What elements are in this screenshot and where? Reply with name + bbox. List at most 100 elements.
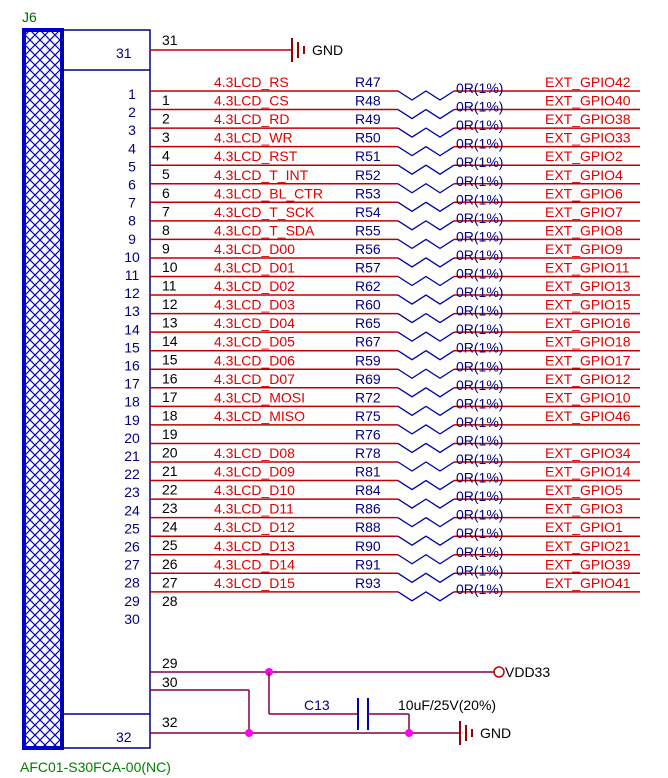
resistor-ref: R75 bbox=[355, 408, 381, 424]
net-label: 4.3LCD_MOSI bbox=[214, 389, 305, 405]
connector-left-pin-number: 19 bbox=[124, 412, 140, 428]
gpio-label: EXT_GPIO7 bbox=[545, 204, 623, 220]
resistor-ref: R49 bbox=[355, 111, 381, 127]
gpio-label: EXT_GPIO15 bbox=[545, 297, 631, 313]
resistor-ref: R54 bbox=[355, 204, 381, 220]
pin-number: 14 bbox=[162, 333, 178, 349]
pin-number: 10 bbox=[162, 259, 178, 275]
gpio-label: EXT_GPIO11 bbox=[545, 260, 630, 276]
net-label: 4.3LCD_D02 bbox=[214, 278, 295, 294]
resistor-ref: R57 bbox=[355, 260, 381, 276]
gpio-label: EXT_GPIO4 bbox=[545, 167, 623, 183]
connector-left-pin-number: 17 bbox=[124, 376, 140, 392]
connector-pin-31: 31 bbox=[116, 45, 132, 61]
gpio-label: EXT_GPIO18 bbox=[545, 334, 631, 350]
resistor-value: 0R(1%) bbox=[456, 210, 503, 226]
junction-gnd-left bbox=[245, 729, 253, 737]
pin-number: 4 bbox=[162, 148, 170, 164]
gpio-label: EXT_GPIO3 bbox=[545, 501, 623, 517]
resistor-ref: R53 bbox=[355, 185, 381, 201]
resistor-value: 0R(1%) bbox=[456, 358, 503, 374]
gpio-label: EXT_GPIO9 bbox=[545, 241, 623, 257]
pin-number: 19 bbox=[162, 426, 178, 442]
gpio-label: EXT_GPIO10 bbox=[545, 389, 631, 405]
net-label: 4.3LCD_D14 bbox=[214, 556, 295, 572]
resistor-symbol bbox=[397, 553, 455, 565]
resistor-value: 0R(1%) bbox=[456, 266, 503, 282]
connector-left-pin-number: 26 bbox=[124, 539, 140, 555]
connector-left-pin-number: 5 bbox=[128, 158, 136, 174]
gpio-label: EXT_GPIO21 bbox=[545, 538, 631, 554]
resistor-value: 0R(1%) bbox=[456, 284, 503, 300]
pin-number: 27 bbox=[162, 574, 178, 590]
resistor-symbol bbox=[397, 331, 455, 342]
net-label: 4.3LCD_D03 bbox=[214, 297, 295, 313]
net-label: 4.3LCD_D07 bbox=[214, 371, 295, 387]
pin-number: 21 bbox=[162, 463, 178, 479]
connector-left-pin-number: 1 bbox=[128, 86, 136, 102]
resistor-value: 0R(1%) bbox=[456, 99, 503, 115]
resistor-symbol bbox=[397, 201, 455, 213]
pin-row: 17 4.3LCD_D07 R69 0R(1%) EXT_GPIO12 bbox=[150, 371, 640, 405]
connector-left-pin-number: 24 bbox=[124, 502, 140, 518]
pin-row: 22 4.3LCD_D09 R81 0R(1%) EXT_GPIO14 bbox=[150, 464, 640, 498]
pin29-label: 29 bbox=[162, 655, 178, 671]
gpio-label: EXT_GPIO17 bbox=[545, 352, 631, 368]
pin-row: 26 4.3LCD_D13 R90 0R(1%) EXT_GPIO21 bbox=[150, 538, 640, 572]
connector-left-pin-number: 30 bbox=[124, 611, 140, 627]
resistor-symbol bbox=[397, 275, 455, 287]
resistor-ref: R52 bbox=[355, 167, 381, 183]
connector-left-pin-number: 20 bbox=[124, 430, 140, 446]
net-label: 4.3LCD_CS bbox=[214, 93, 289, 109]
resistor-symbol bbox=[397, 479, 455, 491]
pin-row: 15 4.3LCD_D05 R67 0R(1%) EXT_GPIO18 bbox=[150, 334, 640, 368]
resistor-value: 0R(1%) bbox=[456, 414, 503, 430]
vdd-label: VDD33 bbox=[505, 664, 550, 680]
connector-pin-frame bbox=[61, 29, 151, 749]
pin-row: 23 4.3LCD_D10 R84 0R(1%) EXT_GPIO5 bbox=[150, 482, 640, 516]
resistor-symbol bbox=[397, 220, 455, 231]
net-label: 4.3LCD_D13 bbox=[214, 538, 295, 554]
resistor-ref: R88 bbox=[355, 519, 381, 535]
gpio-label: EXT_GPIO38 bbox=[545, 111, 631, 127]
gpio-label: EXT_GPIO5 bbox=[545, 482, 623, 498]
connector-left-pin-number: 10 bbox=[124, 249, 140, 265]
connector-left-pin-number: 15 bbox=[124, 339, 140, 355]
connector-left-pin-number: 4 bbox=[128, 140, 136, 156]
pin-number: 6 bbox=[162, 185, 170, 201]
resistor-value: 0R(1%) bbox=[456, 525, 503, 541]
net-label: 4.3LCD_MISO bbox=[214, 408, 305, 424]
pin-row: 5 4.3LCD_RST R51 0R(1%) EXT_GPIO2 bbox=[150, 148, 640, 182]
pin-row: 18 4.3LCD_MOSI R72 0R(1%) EXT_GPIO10 bbox=[150, 389, 640, 423]
net-label: 4.3LCD_D05 bbox=[214, 334, 295, 350]
gpio-label: EXT_GPIO16 bbox=[545, 315, 631, 331]
resistor-ref: R69 bbox=[355, 371, 381, 387]
cap-ref: C13 bbox=[304, 697, 330, 713]
pin-number: 23 bbox=[162, 500, 178, 516]
resistor-value: 0R(1%) bbox=[456, 117, 503, 133]
pin-number: 11 bbox=[162, 278, 177, 294]
pin-number: 22 bbox=[162, 482, 178, 498]
pin-number: 12 bbox=[162, 296, 178, 312]
gpio-label: EXT_GPIO2 bbox=[545, 148, 623, 164]
net-label: 4.3LCD_D11 bbox=[214, 501, 294, 517]
gpio-label: EXT_GPIO33 bbox=[545, 130, 631, 146]
resistor-ref: R91 bbox=[355, 556, 381, 572]
pin32-label: 32 bbox=[162, 714, 178, 730]
cap-value: 10uF/25V(20%) bbox=[398, 697, 496, 713]
pin-row: 25 4.3LCD_D12 R88 0R(1%) EXT_GPIO1 bbox=[150, 519, 640, 553]
pin-number: 25 bbox=[162, 537, 178, 553]
resistor-value: 0R(1%) bbox=[456, 191, 503, 207]
resistor-symbol bbox=[397, 498, 455, 509]
gpio-label: EXT_GPIO46 bbox=[545, 408, 631, 424]
resistor-ref: R93 bbox=[355, 575, 381, 591]
pin-number: 1 bbox=[162, 92, 170, 108]
resistor-value: 0R(1%) bbox=[456, 451, 503, 467]
gnd-symbol-top bbox=[291, 38, 305, 62]
gpio-label: EXT_GPIO14 bbox=[545, 464, 631, 480]
pin-row: 10 4.3LCD_D00 R56 0R(1%) EXT_GPIO9 bbox=[150, 241, 640, 275]
pin-row: 7 4.3LCD_BL_CTR R53 0R(1%) EXT_GPIO6 bbox=[150, 185, 640, 219]
pin-number: 15 bbox=[162, 352, 178, 368]
resistor-symbol bbox=[397, 387, 455, 398]
